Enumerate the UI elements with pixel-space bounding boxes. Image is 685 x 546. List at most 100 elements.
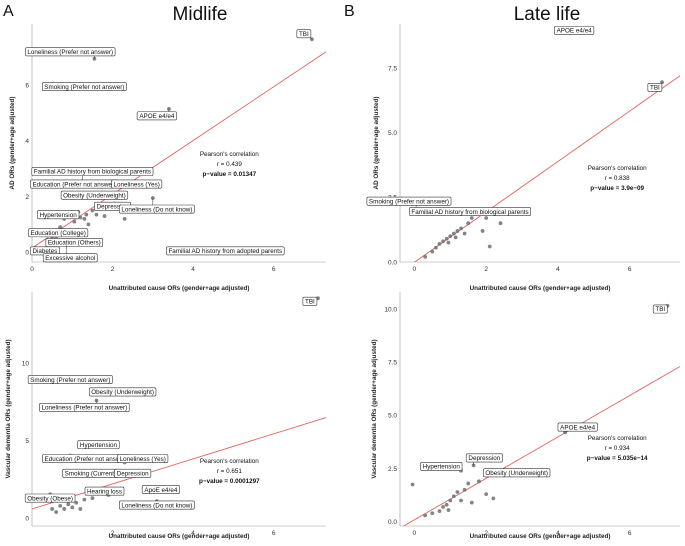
pearson-stats: Pearson's correlation r = 0.651 p−value = …: [199, 458, 260, 485]
point-label-box: [77, 440, 120, 450]
point-label-text: Excessive alcohol: [45, 255, 95, 262]
point-label-text: Hypertension: [80, 442, 118, 449]
x-tick-label: 2: [111, 266, 115, 273]
point-label-apoe-e4-e4: APOE e4/e4: [557, 422, 598, 433]
point-label-box: [117, 454, 169, 463]
point-label-box: [41, 82, 127, 92]
data-point: [446, 508, 451, 512]
point-label-apoe-e4-e4: APOE e4/e4: [136, 108, 177, 121]
data-point: [423, 254, 428, 259]
x-axis-title: Unattributed cause ORs (gender+age adjus…: [470, 285, 611, 292]
point-label-box: [652, 304, 668, 314]
data-point: [462, 231, 467, 236]
data-point: [70, 505, 75, 510]
y-tick-label: 5.0: [388, 130, 397, 137]
data-point: [62, 507, 67, 511]
data-point: [78, 215, 83, 220]
y-tick-label: 7.5: [388, 65, 397, 72]
point-label-text: APOE e4/e4: [557, 28, 593, 35]
data-point: [94, 212, 99, 217]
point-label-box: [141, 485, 180, 494]
point-label-hypertension: Hypertension: [420, 462, 463, 471]
data-point: [410, 482, 415, 487]
data-point: [451, 494, 456, 499]
data-point: [54, 510, 59, 514]
data-point: [453, 235, 458, 240]
data-point: [437, 241, 442, 246]
point-label-text: TBI: [305, 298, 315, 305]
point-labels: TBI Loneliness (Prefer not answer) Smoking…: [25, 29, 313, 263]
data-point: [466, 481, 471, 486]
point-label-depression: Depression: [114, 468, 152, 478]
point-label-box: [409, 207, 531, 216]
point-label-loneliness-prefer-not-answer: Loneliness (Prefer not answer): [25, 47, 116, 59]
data-point: [74, 500, 79, 505]
point-label-loneliness-yes: Loneliness (Yes): [117, 454, 169, 463]
x-tick-label: 4: [556, 530, 560, 537]
point-label-box: [24, 493, 76, 503]
point-label-text: Depression: [117, 471, 149, 478]
pearson-heading: Pearson's correlation: [588, 165, 647, 172]
point-label-box: [366, 196, 452, 206]
data-point: [50, 507, 55, 511]
x-tick-label: 4: [556, 266, 560, 273]
x-tick-label: 0: [30, 266, 34, 273]
point-label-box: [119, 500, 195, 510]
y-tick-label: 0: [25, 516, 29, 523]
data-point: [423, 513, 428, 518]
point-label-text: Loneliness (Do not know): [121, 502, 192, 509]
data-point: [455, 490, 460, 494]
data-point: [459, 226, 463, 231]
point-label-box: [302, 296, 318, 306]
data-point: [430, 511, 435, 516]
point-label-smoking-prefer-not-answer: Smoking (Prefer not answer): [27, 375, 113, 384]
data-point: [484, 492, 489, 496]
data-point: [462, 487, 467, 492]
plot-b-bottom: 0 2 4 6 0.0 2.5 5.0 7.5 10.0 Unattributed cause O…: [371, 292, 681, 540]
pearson-p-value: p−value = 5.035e−14: [587, 455, 648, 462]
y-tick-label: 2.5: [388, 466, 397, 473]
point-label-education-prefer-not-answer: Education (Prefer not answer): [30, 179, 119, 189]
point-label-education-others: Education (Others): [45, 238, 104, 247]
point-label-box: [37, 210, 80, 220]
x-tick-label: 6: [628, 266, 632, 273]
data-point: [477, 479, 481, 484]
point-label-depression: Depression: [465, 453, 503, 466]
point-label-box: [60, 190, 129, 200]
point-label-loneliness-prefer-not-answer: Loneliness (Prefer not answer): [39, 400, 130, 412]
x-axis-title: Unattributed cause ORs (gender+age adjus…: [109, 285, 250, 292]
point-label-box: [84, 486, 125, 496]
point-label-loneliness-yes: Loneliness (Yes): [111, 179, 163, 189]
point-label-obesity-underweight: Obesity (Underweight): [60, 190, 129, 200]
point-label-education-college: Education (College): [28, 228, 89, 238]
pearson-stats: Pearson's correlation r = 0.934 p−value = …: [587, 435, 648, 462]
point-label-text: Loneliness (Prefer not answer): [27, 49, 113, 56]
point-label-smoking-current: Smoking (Current): [62, 468, 119, 478]
y-axis-title: AD ORs (gender+age adjusted): [373, 97, 380, 190]
panel-headers: A Midlife B Late life: [3, 3, 580, 25]
data-point: [444, 236, 449, 241]
point-label-text: Hypertension: [423, 464, 461, 471]
x-tick-label: 2: [484, 530, 488, 537]
x-tick-label: 2: [111, 530, 115, 537]
data-point: [498, 221, 503, 226]
point-label-box: [45, 238, 104, 247]
data-point: [455, 229, 460, 233]
point-label-tbi: TBI: [647, 82, 663, 92]
point-label-education-prefer-not-answer: Education (Prefer not answer): [42, 454, 131, 463]
panel-letter-b: B: [344, 3, 355, 20]
point-label-box: [114, 468, 152, 478]
panel-title-midlife: Midlife: [173, 4, 228, 25]
y-tick-label: 6: [25, 83, 29, 90]
fit-line: [32, 51, 327, 249]
panel-letter-a: A: [3, 3, 14, 20]
pearson-heading: Pearson's correlation: [200, 151, 259, 158]
point-label-box: [483, 468, 551, 478]
data-point: [102, 214, 107, 218]
y-axis-title: Vascular dementia ORs (gender+age adjust…: [371, 339, 378, 478]
point-label-box: [42, 253, 98, 263]
y-tick-label: 10: [22, 361, 30, 368]
point-label-box: [111, 179, 163, 189]
point-label-familial-ad-history-from-biological-parents: Familial AD history from biological pare…: [409, 207, 531, 216]
